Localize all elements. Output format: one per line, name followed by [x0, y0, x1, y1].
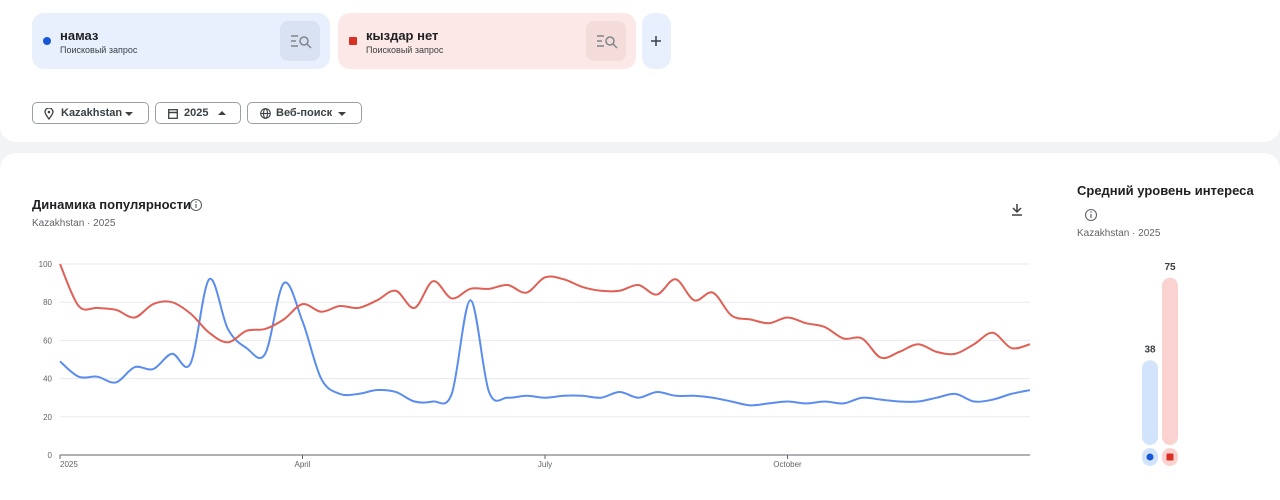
chart-subtitle: Kazakhstan · 2025 — [1077, 228, 1161, 239]
chart-title: Средний уровень интереса — [1077, 183, 1255, 198]
legend-marker — [1166, 453, 1174, 461]
chart-title: Динамика популярности — [32, 197, 191, 212]
y-tick-label: 80 — [43, 298, 52, 307]
term-name: кыздар нет — [366, 28, 439, 43]
search-term[interactable]: намаз Поисковый запрос — [32, 13, 330, 69]
add-term-button[interactable] — [642, 13, 671, 69]
legend-marker — [1146, 453, 1154, 461]
header-card: намаз Поисковый запрос кыздар нет Поиско… — [0, 0, 1280, 142]
term-marker — [349, 37, 357, 45]
y-tick-label: 0 — [48, 451, 53, 460]
caret — [125, 112, 133, 116]
calendar-icon — [168, 109, 178, 119]
bar — [1142, 360, 1158, 445]
chart-subtitle: Kazakhstan · 2025 — [32, 218, 116, 229]
y-tick-label: 40 — [43, 375, 52, 384]
y-tick-label: 20 — [43, 413, 52, 422]
y-tick-label: 100 — [39, 260, 53, 269]
term-name: намаз — [60, 28, 99, 43]
x-tick-label: July — [538, 460, 552, 469]
term-type: Поисковый запрос — [60, 45, 138, 55]
pin-icon — [44, 108, 54, 120]
series-line — [59, 263, 1031, 360]
caret — [218, 111, 226, 115]
info-icon[interactable] — [189, 198, 203, 212]
bar — [1162, 277, 1178, 445]
chart-card — [0, 153, 1280, 500]
compare-icon[interactable] — [586, 21, 626, 61]
y-tick-label: 60 — [43, 336, 52, 345]
globe-icon — [260, 108, 271, 119]
filter-label: Веб-поиск — [276, 107, 333, 119]
bar-value-label: 38 — [1144, 344, 1156, 355]
x-tick-label: 2025 — [60, 460, 78, 469]
period-filter[interactable]: 2025 — [155, 102, 241, 124]
term-type: Поисковый запрос — [366, 45, 444, 55]
filter-label: Kazakhstan — [61, 107, 123, 119]
filter-label: 2025 — [184, 107, 209, 119]
series-line — [59, 278, 1031, 407]
search-term[interactable]: кыздар нет Поисковый запрос — [338, 13, 636, 69]
compare-icon[interactable] — [280, 21, 320, 61]
info-icon[interactable] — [1084, 208, 1098, 222]
region-filter[interactable]: Kazakhstan — [32, 102, 149, 124]
x-tick-label: October — [773, 460, 802, 469]
term-marker — [43, 37, 51, 45]
bar-value-label: 75 — [1164, 262, 1176, 273]
property-filter[interactable]: Веб-поиск — [247, 102, 362, 124]
x-tick-label: April — [294, 460, 310, 469]
caret — [338, 112, 346, 116]
download-icon[interactable] — [1012, 204, 1022, 216]
